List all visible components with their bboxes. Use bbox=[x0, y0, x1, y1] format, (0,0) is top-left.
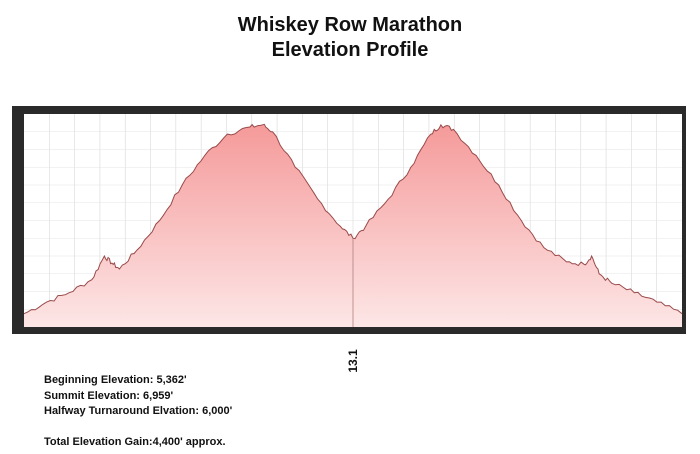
beginning-elevation-text: Beginning Elevation: 5,362' bbox=[44, 374, 187, 386]
chart-title-line-1: Whiskey Row Marathon bbox=[237, 14, 463, 36]
elevation-stats: Beginning Elevation: 5,362' Summit Eleva… bbox=[44, 373, 232, 450]
summit-elevation-text: Summit Elevation: 6,959' bbox=[44, 389, 174, 402]
halfway-elevation-text: Halfway Turnaround Elvation: 6,000' bbox=[44, 405, 233, 417]
chart-title-line-2: Elevation Profile bbox=[271, 39, 429, 61]
total-gain-text: Total Elevation Gain:4,400' approx. bbox=[44, 435, 226, 448]
elevation-area bbox=[24, 124, 682, 327]
halfway-distance-label: 13.1 bbox=[346, 349, 360, 373]
